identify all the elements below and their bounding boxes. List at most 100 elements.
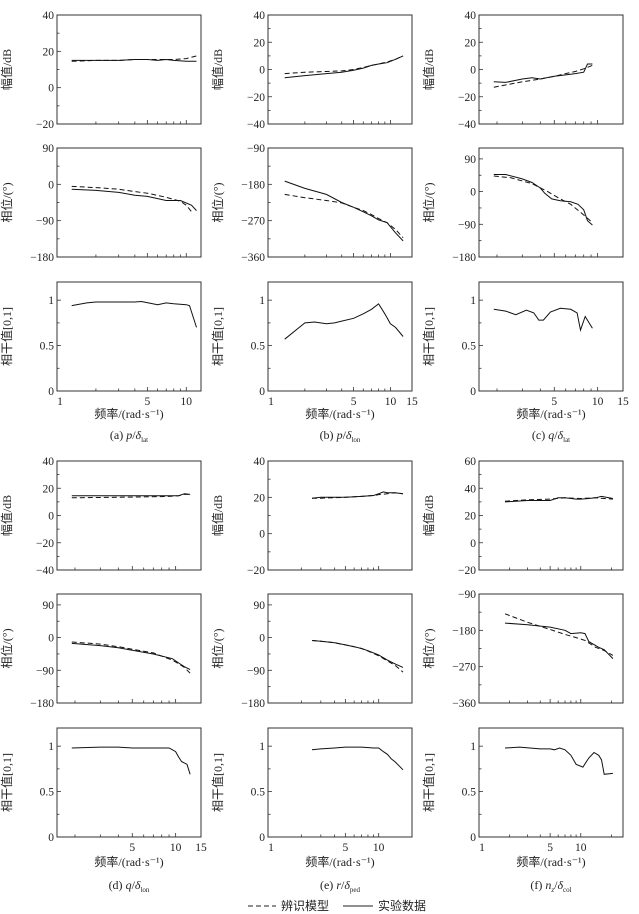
y-tick-label: −90: [36, 665, 54, 677]
y-tick-label: 90: [465, 154, 477, 166]
y-tick-label: 20: [465, 511, 477, 523]
y-tick-label: 0: [48, 511, 54, 523]
coherence-panel: 1 0.5 0 相干值[0,1] 5 10 15 频率/(rad·s⁻¹): [0, 727, 207, 869]
caption-subscript: lon: [140, 886, 149, 894]
coherence-panel: 1 0.5 0 相干值[0,1] 5 10 15 频率/(rad·s⁻¹): [421, 281, 629, 421]
plot-frame: [478, 147, 624, 258]
experimental-data-line: [311, 491, 404, 499]
x-tick-label: 15: [195, 842, 207, 854]
caption-denominator: δ: [557, 878, 563, 892]
y-tick-label: −180: [241, 698, 265, 710]
y-tick-label: 40: [254, 10, 266, 22]
y-tick-label: −20: [36, 119, 54, 131]
y-tick-label: 0: [470, 832, 476, 844]
y-tick-label: −20: [458, 92, 476, 104]
magnitude-panel: 40 20 0 −20 −40 幅值/dB: [210, 10, 413, 131]
y-tick-label: 0: [48, 633, 54, 645]
plot-frame: [267, 593, 413, 704]
caption-tag: (d): [109, 878, 126, 892]
y-axis-label: 幅值/dB: [210, 495, 225, 536]
y-tick-label: −270: [452, 662, 476, 674]
y-axis-label: 相位/(°): [210, 182, 225, 222]
y-tick-label: −180: [30, 252, 54, 264]
x-tick-label: 10: [181, 396, 193, 408]
legend: 辨识模型 实验数据: [248, 898, 426, 913]
caption-subscript: lat: [563, 436, 570, 444]
y-tick-label: 0.5: [251, 787, 266, 799]
x-tick-label: 10: [385, 396, 397, 408]
caption-tag: (a): [110, 428, 126, 442]
experimental-data-line: [71, 746, 191, 775]
y-tick-label: 20: [465, 37, 477, 49]
caption-subscript: ped: [350, 886, 361, 894]
y-axis-label: 幅值/dB: [210, 49, 225, 90]
y-tick-label: −90: [247, 665, 265, 677]
x-tick-label: 15: [406, 396, 418, 408]
y-tick-label: 90: [254, 600, 266, 612]
caption-numerator: q: [548, 428, 554, 442]
subfigure-f: 60 40 20 0 −20 幅值/dB −90 −180 −270 −360 相位/(°) 1 0.5…: [421, 456, 624, 894]
y-tick-label: 90: [43, 143, 55, 155]
caption-tag: (c): [532, 428, 548, 442]
x-tick-label: 5: [351, 396, 357, 408]
subfigure-caption: (e) r/δped: [320, 878, 361, 894]
subfigure-caption: (c) q/δlat: [532, 428, 570, 444]
caption-slash: /: [341, 878, 345, 892]
y-tick-label: 0: [48, 832, 54, 844]
caption-tag: (f): [530, 878, 545, 892]
y-tick-label: 1: [259, 741, 265, 753]
caption-denominator: δ: [135, 878, 141, 892]
x-tick-label: 1: [479, 842, 485, 854]
experimental-data-line: [504, 746, 613, 775]
caption-slash: /: [343, 428, 347, 442]
x-tick-label: 5: [551, 396, 557, 408]
y-tick-label: 20: [254, 492, 266, 504]
identified-model-line: [493, 175, 593, 223]
x-tick-label: 10: [592, 396, 604, 408]
y-tick-label: 60: [465, 456, 477, 468]
identified-model-line: [504, 613, 614, 656]
phase-panel: 90 0 −90 −180 相位/(°): [210, 593, 413, 710]
y-tick-label: 0.5: [462, 787, 477, 799]
caption-denominator: δ: [558, 428, 564, 442]
legend-dashed-label: 辨识模型: [281, 899, 329, 913]
identified-model-line: [311, 640, 404, 673]
plot-frame: [267, 14, 413, 125]
caption-slash: /: [132, 428, 136, 442]
y-tick-label: 0: [259, 65, 265, 77]
y-tick-label: −40: [458, 119, 476, 131]
y-tick-label: 0.5: [40, 787, 55, 799]
identified-model-line: [493, 64, 593, 88]
y-tick-label: 90: [43, 600, 55, 612]
y-tick-label: 0: [48, 179, 54, 191]
identified-model-line: [284, 55, 404, 75]
plot-frame: [267, 147, 413, 258]
plot-frame: [56, 14, 202, 125]
y-tick-label: −90: [247, 143, 265, 155]
x-tick-label: 10: [373, 842, 385, 854]
plot-frame: [56, 460, 202, 571]
subfigure-e: 40 20 0 −20 幅值/dB 90 0 −90 −180 相位/(°) 1 0.5 0 相干值[0,…: [210, 456, 413, 894]
y-tick-label: 20: [43, 46, 55, 58]
y-tick-label: −180: [30, 698, 54, 710]
y-tick-label: 1: [48, 741, 54, 753]
y-tick-label: 0: [259, 633, 265, 645]
experimental-data-line: [71, 58, 197, 62]
y-axis-label: 相位/(°): [0, 182, 14, 222]
x-axis-label: 频率/(rad·s⁻¹): [305, 854, 374, 869]
y-axis-label: 相位/(°): [421, 628, 436, 668]
x-tick-label: 10: [170, 842, 182, 854]
experimental-data-line: [71, 188, 197, 211]
plot-frame: [267, 460, 413, 571]
y-tick-label: −90: [458, 219, 476, 231]
plot-frame: [56, 281, 202, 392]
y-tick-label: 0: [259, 832, 265, 844]
caption-slash: /: [554, 878, 558, 892]
caption-numerator: p: [336, 428, 343, 442]
y-tick-label: 0: [259, 529, 265, 541]
